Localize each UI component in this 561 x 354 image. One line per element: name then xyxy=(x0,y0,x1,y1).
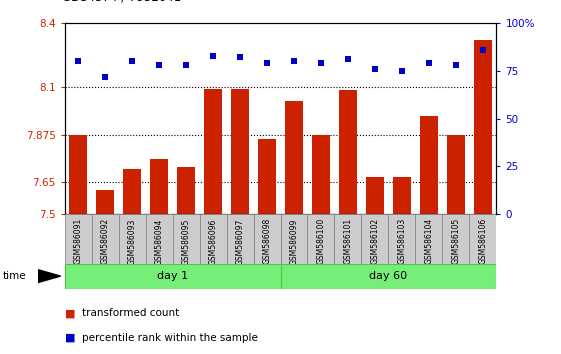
Bar xyxy=(447,135,465,214)
Text: time: time xyxy=(3,271,26,281)
Bar xyxy=(254,214,280,264)
Bar xyxy=(231,89,249,214)
Bar xyxy=(361,214,388,264)
Bar xyxy=(280,214,307,264)
Text: GSM586100: GSM586100 xyxy=(316,218,325,264)
Point xyxy=(289,58,298,64)
Bar xyxy=(420,116,438,214)
Text: GSM586094: GSM586094 xyxy=(154,218,163,264)
Point xyxy=(154,62,163,68)
Bar xyxy=(307,214,334,264)
Bar xyxy=(91,214,118,264)
Bar xyxy=(339,90,357,214)
Polygon shape xyxy=(38,270,61,282)
Text: GSM586101: GSM586101 xyxy=(343,218,352,264)
Text: day 60: day 60 xyxy=(370,271,407,281)
Point xyxy=(370,66,379,72)
Bar xyxy=(145,214,173,264)
Bar xyxy=(118,214,145,264)
Text: GSM586093: GSM586093 xyxy=(127,218,136,264)
Text: ■: ■ xyxy=(65,333,75,343)
Bar xyxy=(65,214,91,264)
Text: GSM586097: GSM586097 xyxy=(236,218,245,264)
Point xyxy=(127,58,136,64)
Bar xyxy=(470,214,496,264)
Bar xyxy=(285,101,303,214)
Bar xyxy=(65,264,280,289)
Text: GDS4374 / 7932041: GDS4374 / 7932041 xyxy=(62,0,181,4)
Text: GSM586106: GSM586106 xyxy=(479,218,488,264)
Text: GSM586098: GSM586098 xyxy=(263,218,272,264)
Text: ■: ■ xyxy=(65,308,75,318)
Bar xyxy=(177,167,195,214)
Point xyxy=(398,68,407,74)
Bar xyxy=(443,214,470,264)
Point xyxy=(182,62,191,68)
Bar xyxy=(280,264,496,289)
Point xyxy=(263,60,272,66)
Bar xyxy=(389,214,416,264)
Point xyxy=(425,60,434,66)
Text: GSM586095: GSM586095 xyxy=(182,218,191,264)
Bar xyxy=(173,214,200,264)
Text: GSM586099: GSM586099 xyxy=(289,218,298,264)
Point xyxy=(343,57,352,62)
Bar xyxy=(204,89,222,214)
Point xyxy=(479,47,488,53)
Bar xyxy=(366,177,384,214)
Bar xyxy=(123,169,141,214)
Bar xyxy=(393,177,411,214)
Point xyxy=(209,53,218,58)
Text: day 1: day 1 xyxy=(157,271,188,281)
Bar xyxy=(312,135,330,214)
Text: percentile rank within the sample: percentile rank within the sample xyxy=(82,333,259,343)
Bar xyxy=(258,139,276,214)
Bar xyxy=(416,214,443,264)
Point xyxy=(452,62,461,68)
Text: GSM586091: GSM586091 xyxy=(73,218,82,264)
Bar xyxy=(227,214,254,264)
Point xyxy=(100,74,109,79)
Text: GSM586096: GSM586096 xyxy=(209,218,218,264)
Text: GSM586092: GSM586092 xyxy=(100,218,109,264)
Point xyxy=(236,55,245,60)
Bar xyxy=(200,214,227,264)
Text: GSM586104: GSM586104 xyxy=(425,218,434,264)
Text: GSM586103: GSM586103 xyxy=(398,218,407,264)
Text: transformed count: transformed count xyxy=(82,308,180,318)
Text: GSM586102: GSM586102 xyxy=(370,218,379,264)
Point xyxy=(316,60,325,66)
Bar xyxy=(334,214,361,264)
Point xyxy=(73,58,82,64)
Bar xyxy=(96,190,114,214)
Bar xyxy=(474,40,492,214)
Bar xyxy=(69,135,87,214)
Bar xyxy=(150,159,168,214)
Text: GSM586105: GSM586105 xyxy=(452,218,461,264)
